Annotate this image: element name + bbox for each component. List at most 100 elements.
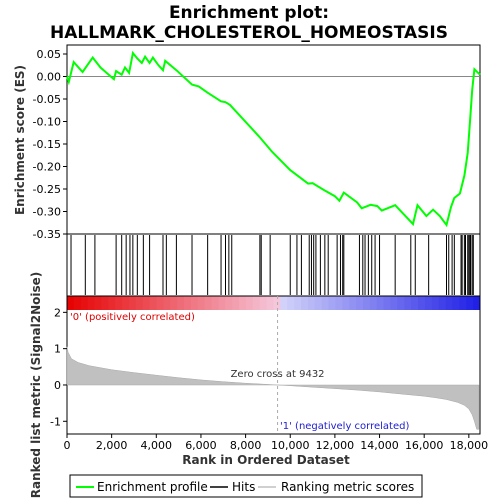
metric-area-fill: [66, 346, 480, 430]
color-bar-segment: [108, 296, 116, 310]
color-bar-segment: [218, 296, 226, 310]
color-bar-segment: [473, 296, 481, 310]
x-tick-label: 10,000: [271, 439, 310, 452]
color-bar-segment: [232, 296, 240, 310]
color-bar-segment: [376, 296, 385, 310]
color-bar-segment: [397, 296, 405, 310]
color-bar-segment: [418, 296, 426, 310]
x-tick-label: 2,000: [96, 439, 128, 452]
color-bar-segment: [321, 296, 330, 310]
color-bar-segment: [73, 296, 82, 310]
legend-label-ranking-metric: Ranking metric scores: [281, 480, 414, 494]
legend-box: [69, 474, 423, 498]
metric-y-axis-label: Ranked list metric (Signal2Noise): [29, 272, 43, 499]
color-bar-segment: [190, 296, 199, 310]
es-panel: 0.05 0.00 -0.05 -0.10 -0.15 -0.20 -0.25 -0.30 -0…: [13, 44, 481, 241]
color-bar-segment: [184, 296, 192, 310]
color-bar-segment: [431, 296, 440, 310]
zero-cross-label: Zero cross at 9432: [231, 369, 325, 380]
metric-y-tick-label: 0: [54, 379, 61, 392]
color-bar-segment: [362, 296, 371, 310]
es-y-tick-label: -0.20: [33, 161, 61, 174]
color-bar-segment: [163, 296, 171, 310]
color-bar-segment: [266, 296, 274, 310]
hits-panel-frame: [66, 233, 481, 297]
chart-title-line1: Enrichment plot:: [169, 3, 329, 23]
color-bar-segment: [452, 296, 460, 310]
metric-y-tick-label: -1: [50, 415, 61, 428]
color-bar-segment: [245, 296, 254, 310]
x-tick-label: 14,000: [360, 439, 399, 452]
color-bar-segment: [438, 296, 447, 310]
color-bar-segment: [197, 296, 206, 310]
x-tick-label: 0: [64, 439, 71, 452]
color-bar-segment: [342, 296, 350, 310]
metric-area-group: [66, 346, 480, 430]
metric-y-tick-label: 2: [54, 306, 61, 319]
color-bar-segment: [335, 296, 343, 310]
color-bar-segment: [252, 296, 261, 310]
color-bar-segment: [122, 296, 130, 310]
metric-y-ticks: 2 1 0 -1: [50, 306, 67, 428]
color-bar-segment: [149, 296, 157, 310]
color-bar-segment: [301, 296, 309, 310]
metric-panel: 210-1 Zero cross at 9432 '0' (positively…: [29, 272, 488, 499]
color-bar-segment: [294, 296, 302, 310]
legend-label-enrichment-profile: Enrichment profile: [97, 480, 208, 494]
color-bar-segment: [459, 296, 467, 310]
es-y-ticks: 0.05 0.00 -0.05 -0.10 -0.15 -0.20 -0.25 -0.30 -0…: [33, 48, 67, 241]
x-ticks: 0 2,000 4,000 6,000 8,000 10,000 12,000 14,000 1…: [64, 434, 489, 452]
color-bar-segment: [390, 296, 398, 310]
color-bar-segment: [225, 296, 233, 310]
color-bar-segment: [356, 296, 364, 310]
es-y-tick-label: -0.30: [33, 206, 61, 219]
color-bar-segment: [128, 296, 137, 310]
color-bar-segment: [259, 296, 268, 310]
color-bar-segment: [135, 296, 144, 310]
color-bar-segment: [67, 296, 75, 310]
rank-color-bar: [67, 296, 481, 310]
x-tick-label: 16,000: [405, 439, 444, 452]
color-bar-segment: [314, 296, 323, 310]
x-tick-label: 18,000: [450, 439, 489, 452]
color-bar-segment: [411, 296, 419, 310]
color-bar-segment: [87, 296, 96, 310]
color-bar-segment: [101, 296, 109, 310]
chart-title-line2: HALLMARK_CHOLESTEROL_HOMEOSTASIS: [50, 23, 448, 43]
color-bar-segment: [424, 296, 433, 310]
color-bar-segment: [94, 296, 102, 310]
es-y-tick-label: 0.05: [37, 48, 62, 61]
color-bar-segment: [445, 296, 453, 310]
es-y-tick-label: -0.05: [33, 93, 61, 106]
color-bar-segment: [287, 296, 295, 310]
es-y-tick-label: 0.00: [37, 71, 62, 84]
hits-panel: [66, 233, 481, 297]
color-bar-segment: [115, 296, 123, 310]
es-y-tick-label: -0.25: [33, 183, 61, 196]
color-bar-segment: [239, 296, 247, 310]
color-bar-segment: [204, 296, 213, 310]
x-axis-label: Rank in Ordered Dataset: [182, 453, 350, 467]
legend: Enrichment profile Hits Ranking metric s…: [69, 474, 423, 498]
color-bar-segment: [142, 296, 151, 310]
es-y-tick-label: -0.35: [33, 228, 61, 241]
color-bar-segment: [369, 296, 378, 310]
x-tick-label: 12,000: [316, 439, 355, 452]
hit-marks: [70, 235, 474, 295]
es-y-tick-label: -0.15: [33, 138, 61, 151]
positive-correlation-label: '0' (positively correlated): [70, 312, 195, 323]
color-bar-segment: [177, 296, 185, 310]
metric-y-tick-label: 1: [54, 343, 61, 356]
x-tick-label: 6,000: [185, 439, 217, 452]
color-bar-segment: [80, 296, 89, 310]
legend-label-hits: Hits: [232, 480, 255, 494]
color-bar-segment: [383, 296, 392, 310]
color-bar-segment: [466, 296, 474, 310]
color-bar-segment: [349, 296, 357, 310]
x-tick-label: 8,000: [230, 439, 262, 452]
color-bar-segment: [211, 296, 219, 310]
color-bar-segment: [307, 296, 316, 310]
color-bar-segment: [156, 296, 164, 310]
negative-correlation-label: '1' (negatively correlated): [280, 421, 409, 432]
